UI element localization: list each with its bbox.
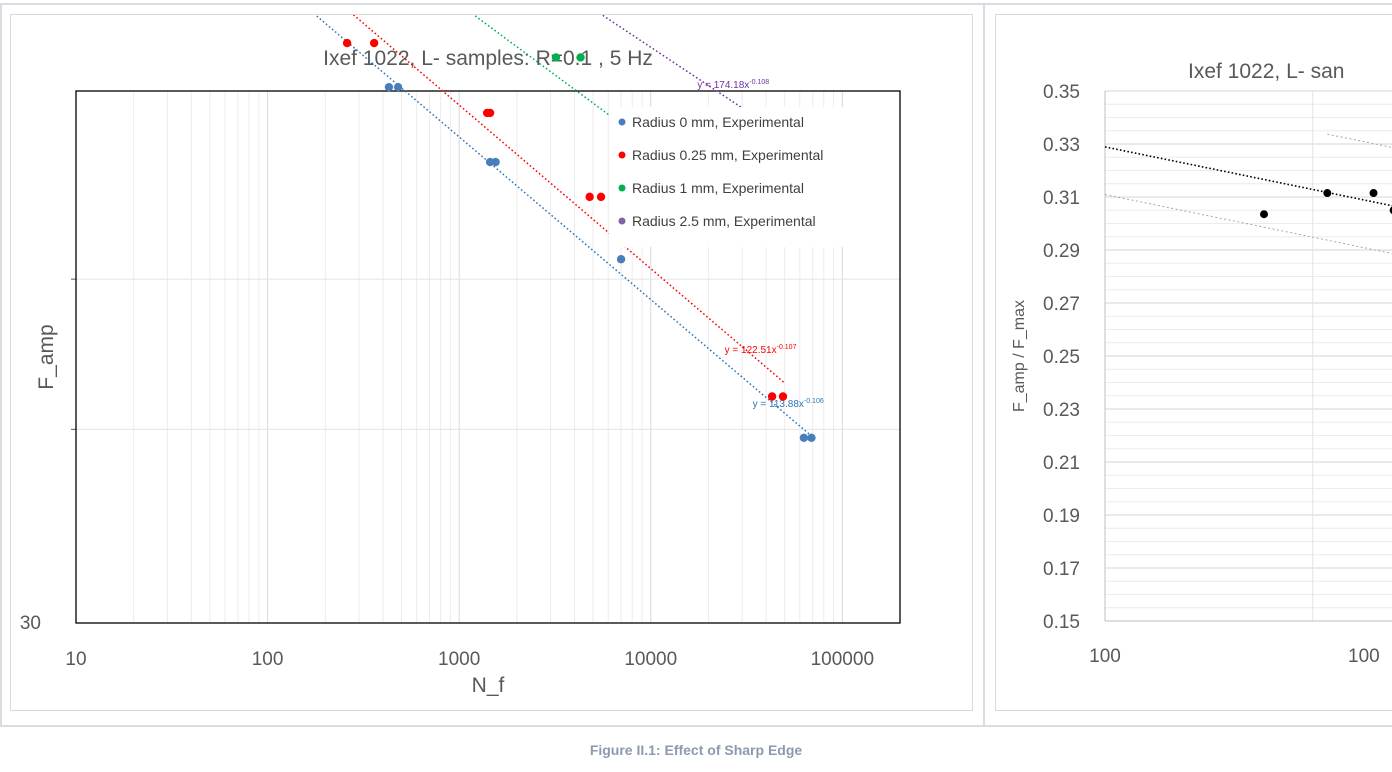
y-tick-label: 0.25 [1043, 347, 1080, 368]
chart-panel-right: Ixef 1022, L- san F_amp / F_max 0.35 0.33 0.… [995, 14, 1392, 711]
data-point [576, 53, 585, 62]
x-axis-label: N_f [472, 674, 505, 697]
y-tick-label: 0.31 [1043, 188, 1080, 209]
data-point [485, 108, 495, 118]
legend-box [609, 107, 879, 247]
data-point [491, 157, 500, 167]
legend-marker [618, 217, 626, 225]
trendline-equation: y = 122.51x-0.107 [725, 344, 797, 356]
y-tick-label: 0.29 [1043, 241, 1080, 262]
trend-bound [1327, 133, 1392, 148]
legend-marker [618, 151, 626, 159]
data-point [1260, 210, 1269, 219]
y-tick-label: 0.17 [1043, 559, 1080, 580]
y-tick-label: 30 [20, 613, 41, 634]
y-tick-label: 0.27 [1043, 294, 1080, 315]
x-tick-label: 10000 [624, 649, 677, 670]
chart-title: Ixef 1022, L- samples: R=0.1 , 5 Hz [323, 47, 653, 70]
plot-grid [1104, 90, 1392, 622]
x-tick-label: 100 [252, 649, 284, 670]
data-point [1389, 206, 1392, 214]
trendline [314, 15, 814, 438]
figure-caption: Figure II.1: Effect of Sharp Edge [589, 742, 803, 758]
data-point [342, 38, 352, 48]
x-tick-label: 100 [1348, 646, 1380, 667]
legend-label: Radius 1 mm, Experimental [632, 180, 804, 196]
frame-center-rule [983, 3, 985, 727]
x-tick-label: 1000 [438, 649, 480, 670]
legend-marker [618, 184, 626, 192]
data-point [807, 433, 816, 443]
series-0: y = 113.88x-0.106 [314, 15, 824, 443]
data-point [1369, 189, 1378, 198]
plot-area [75, 90, 901, 624]
y-tick-label: 0.15 [1043, 612, 1080, 633]
data-point [551, 53, 561, 62]
chart-title: Ixef 1022, L- san [1188, 60, 1344, 83]
y-axis-label: F_amp [35, 324, 58, 389]
y-tick-label: 0.21 [1043, 453, 1080, 474]
legend-label: Radius 2.5 mm, Experimental [632, 213, 816, 229]
chart-normalized-amplitude: Ixef 1022, L- san F_amp / F_max 0.35 0.33 0.… [1011, 60, 1392, 667]
data-point [585, 192, 594, 202]
legend: Radius 0 mm, Experimental Radius 0.25 mm,… [609, 107, 879, 247]
frame-middle-rule [0, 725, 1392, 727]
legend-marker [618, 118, 626, 126]
data-point [767, 392, 777, 401]
legend-label: Radius 0.25 mm, Experimental [632, 147, 823, 163]
plot-grid [71, 91, 900, 623]
trendline [1104, 146, 1392, 207]
data-point [393, 82, 403, 92]
series-0 [1104, 133, 1392, 254]
trendline-equation: y = 174.18x-0.108 [697, 79, 769, 91]
data-point [384, 82, 394, 92]
y-tick-label: 0.35 [1043, 82, 1080, 103]
y-tick-label: 0.23 [1043, 400, 1080, 421]
series-1: y = 122.51x-0.107 [342, 15, 797, 401]
y-tick-label: 0.33 [1043, 135, 1080, 156]
data-point [1323, 189, 1332, 198]
frame-left-rule [0, 3, 2, 727]
legend-label: Radius 0 mm, Experimental [632, 114, 804, 130]
chart-panel-left: Ixef 1022, L- samples: R=0.1 , 5 Hz N_f F_… [10, 14, 973, 711]
chart-fatigue-log: Ixef 1022, L- samples: R=0.1 , 5 Hz N_f F_… [20, 15, 901, 697]
x-tick-label: 100 [1089, 646, 1121, 667]
data-point [616, 255, 626, 264]
trendline-equation: y = 113.88x-0.106 [753, 398, 824, 410]
frame-top-rule [0, 3, 1392, 5]
data-point [778, 392, 788, 401]
y-tick-label: 0.19 [1043, 506, 1080, 527]
y-axis-label: F_amp / F_max [1011, 300, 1028, 412]
data-point [596, 192, 606, 202]
x-tick-label: 100000 [811, 649, 874, 670]
x-tick-label: 10 [65, 649, 86, 670]
data-point [799, 433, 809, 443]
trend-bound [1104, 194, 1392, 254]
data-point [369, 38, 379, 48]
